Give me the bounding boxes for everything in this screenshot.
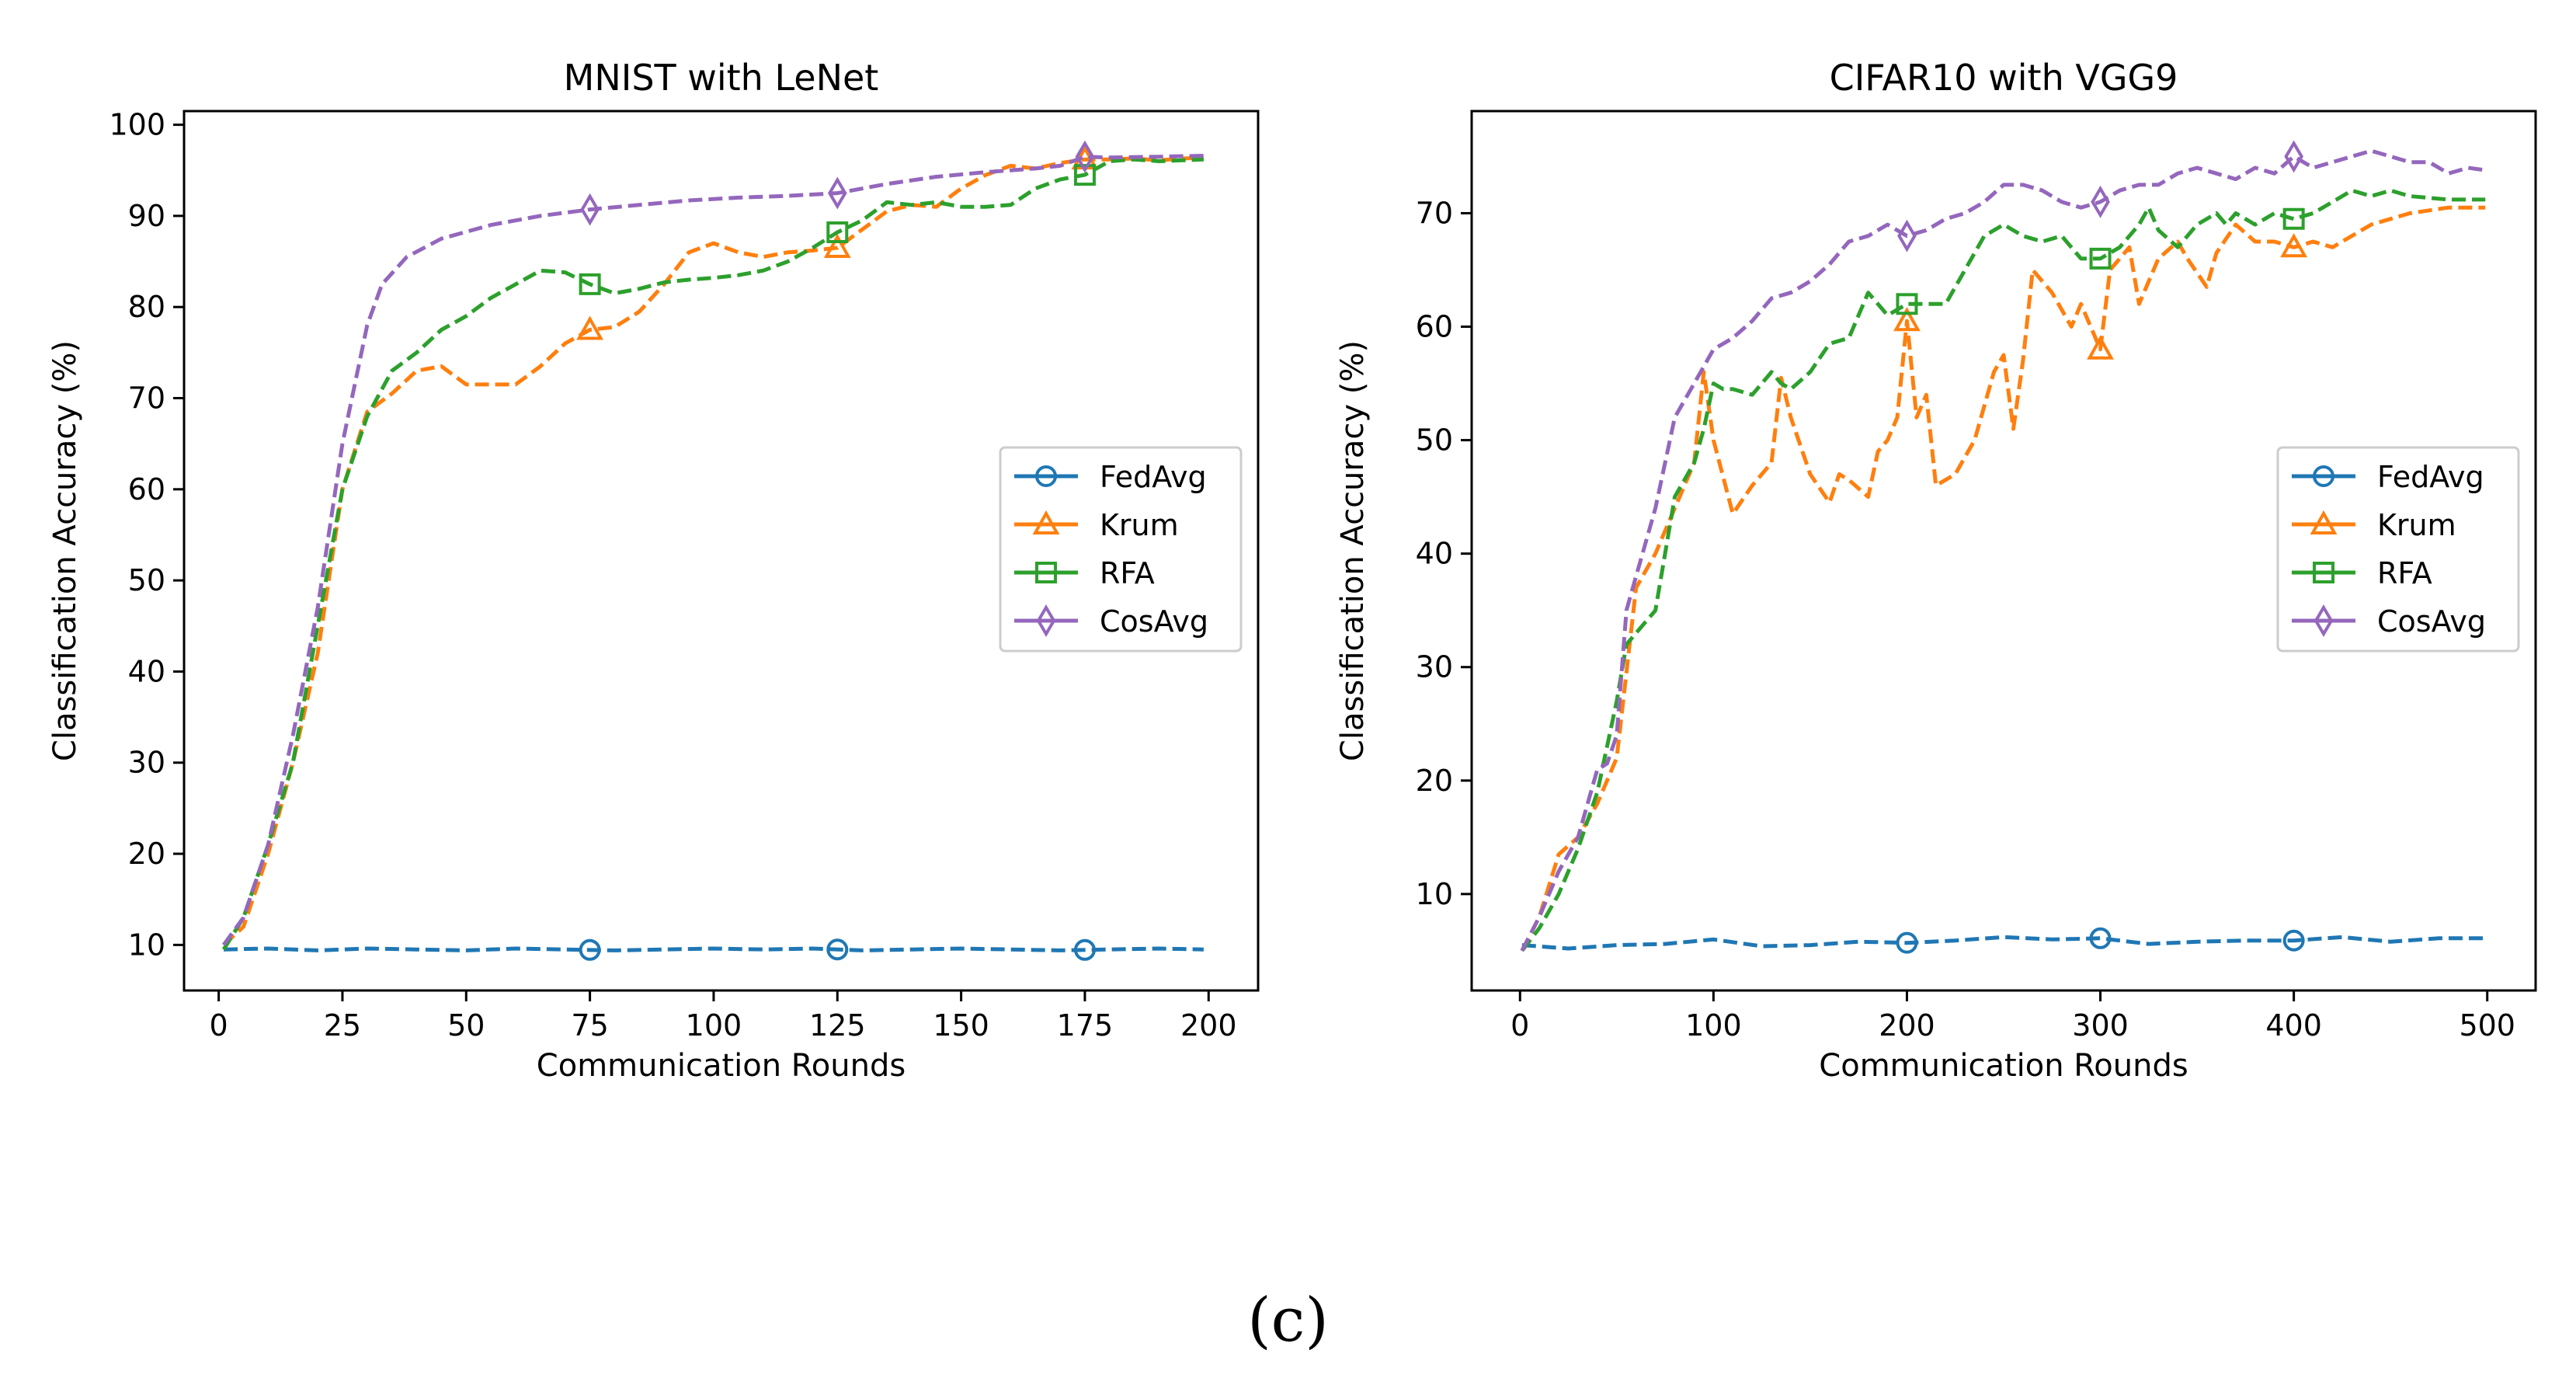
y-tick-label: 50: [128, 563, 165, 597]
krum-marker: [1893, 307, 1921, 332]
y-axis-label: Classification Accuracy (%): [47, 340, 83, 761]
legend-marker: [2310, 510, 2338, 534]
legend-marker: [1035, 562, 1057, 583]
x-tick-label: 200: [1180, 1008, 1237, 1043]
series-line-cosavg: [221, 154, 1204, 946]
chart-title: CIFAR10 with VGG9: [1830, 57, 2178, 99]
y-tick-label: 30: [128, 746, 165, 780]
x-tick-label: 150: [933, 1008, 989, 1043]
series-line-krum: [1520, 205, 2486, 952]
series-line-rfa: [1520, 188, 2486, 952]
fedavg-marker: [1073, 938, 1096, 961]
fedavg-marker: [2089, 927, 2112, 949]
x-tick-label: 50: [447, 1008, 485, 1043]
krum-marker: [2280, 233, 2308, 258]
x-axis-label: Communication Rounds: [1819, 1048, 2188, 1084]
legend-marker: [1035, 465, 1057, 487]
legend-entry: RFA: [1100, 556, 1155, 590]
legend-marker: [2313, 562, 2334, 583]
cosavg-marker: [1897, 219, 1917, 252]
y-tick-label: 100: [109, 108, 165, 142]
x-tick-label: 100: [686, 1008, 742, 1043]
cosavg-marker: [2091, 185, 2110, 218]
x-axis-label: Communication Rounds: [537, 1048, 906, 1084]
legend-entry: FedAvg: [2377, 460, 2484, 494]
cosavg-marker: [1075, 140, 1095, 173]
x-tick-label: 200: [1879, 1008, 1935, 1043]
fedavg-marker: [1896, 931, 1918, 954]
y-tick-label: 30: [1416, 650, 1453, 684]
rfa-marker: [1073, 164, 1096, 186]
chart-panel-1: 0 25 50 75 100 125 150 175 200 10 20 30 40 50 60 70 80 90…: [47, 57, 1260, 1084]
plot-frame: [1470, 110, 2537, 992]
series-line-rfa: [221, 157, 1205, 951]
series-line-cosavg: [1520, 148, 2486, 952]
cosavg-marker: [580, 193, 600, 226]
y-tick-label: 40: [128, 654, 165, 688]
y-tick-label: 50: [1416, 423, 1453, 458]
legend-entry: CosAvg: [1100, 604, 1208, 639]
x-tick-label: 100: [1685, 1008, 1742, 1043]
legend-entry: Krum: [1100, 508, 1179, 542]
legend-entry: FedAvg: [1100, 460, 1207, 494]
series-line-krum: [222, 155, 1205, 947]
fedavg-marker: [579, 938, 601, 961]
legend-entry: RFA: [2377, 556, 2432, 590]
y-tick-label: 80: [128, 290, 165, 324]
legend: FedAvg Krum RFA CosAvg: [2276, 446, 2520, 653]
fedavg-marker: [826, 938, 849, 961]
cosavg-marker: [2284, 140, 2303, 173]
plot-frame: [183, 110, 1260, 992]
rfa-marker: [579, 273, 601, 295]
legend-box: [2276, 446, 2520, 653]
plot-area: [1520, 140, 2486, 954]
series-line-fedavg: [223, 946, 1204, 952]
krum-marker: [2087, 335, 2114, 360]
x-tick-label: 400: [2265, 1008, 2322, 1043]
figure-caption: (c): [1247, 1286, 1329, 1356]
legend-entry: CosAvg: [2377, 604, 2486, 639]
legend-marker: [2313, 465, 2334, 487]
fedavg-marker: [2282, 929, 2305, 952]
legend-box: [999, 446, 1243, 653]
x-tick-label: 500: [2459, 1008, 2515, 1043]
series-line-fedavg: [1521, 935, 2486, 951]
x-tick-label: 300: [2072, 1008, 2129, 1043]
y-tick-label: 60: [128, 472, 165, 507]
rfa-marker: [2089, 247, 2112, 270]
rfa-marker: [826, 221, 849, 244]
plot-area: [221, 140, 1205, 961]
y-axis-label: Classification Accuracy (%): [1335, 340, 1371, 761]
legend-marker: [1036, 604, 1056, 637]
x-tick-label: 175: [1057, 1008, 1114, 1043]
y-tick-label: 60: [1416, 310, 1453, 344]
krum-marker: [823, 233, 851, 258]
krum-marker: [576, 315, 604, 340]
y-tick-label: 40: [1416, 537, 1453, 571]
legend-marker: [1032, 510, 1060, 534]
y-tick-label: 70: [1416, 196, 1453, 230]
x-tick-label: 0: [210, 1008, 228, 1043]
y-tick-label: 10: [1416, 877, 1453, 911]
cosavg-marker: [827, 176, 847, 210]
x-tick-label: 125: [809, 1008, 866, 1043]
chart-title: MNIST with LeNet: [564, 57, 879, 99]
x-tick-label: 0: [1510, 1008, 1529, 1043]
x-tick-label: 25: [324, 1008, 361, 1043]
legend: FedAvg Krum RFA CosAvg: [999, 446, 1243, 653]
legend-marker: [2314, 604, 2334, 637]
x-tick-label: 75: [571, 1008, 608, 1043]
rfa-marker: [1896, 293, 1918, 315]
y-tick-label: 20: [128, 837, 165, 871]
y-tick-label: 10: [128, 928, 165, 962]
y-tick-label: 90: [128, 199, 165, 233]
rfa-marker: [2282, 207, 2305, 230]
y-tick-label: 20: [1416, 764, 1453, 798]
legend-entry: Krum: [2377, 508, 2456, 542]
y-tick-label: 70: [128, 381, 165, 416]
chart-panel-2: 0 100 200 300 400 500 10 20 30 40 50 60 70 CIFAR10 wi…: [1335, 57, 2537, 1084]
